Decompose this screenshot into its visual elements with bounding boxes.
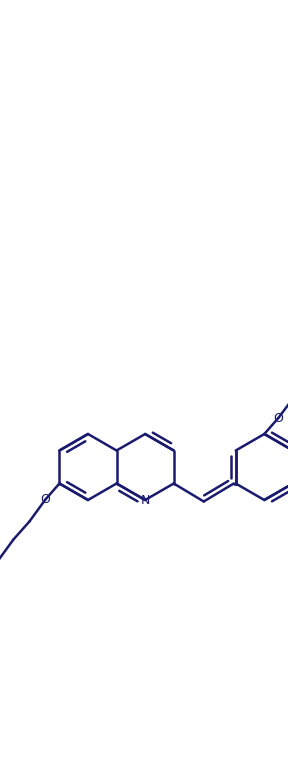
Text: O: O [41, 493, 50, 506]
Text: N: N [141, 494, 150, 507]
Text: O: O [273, 411, 283, 424]
